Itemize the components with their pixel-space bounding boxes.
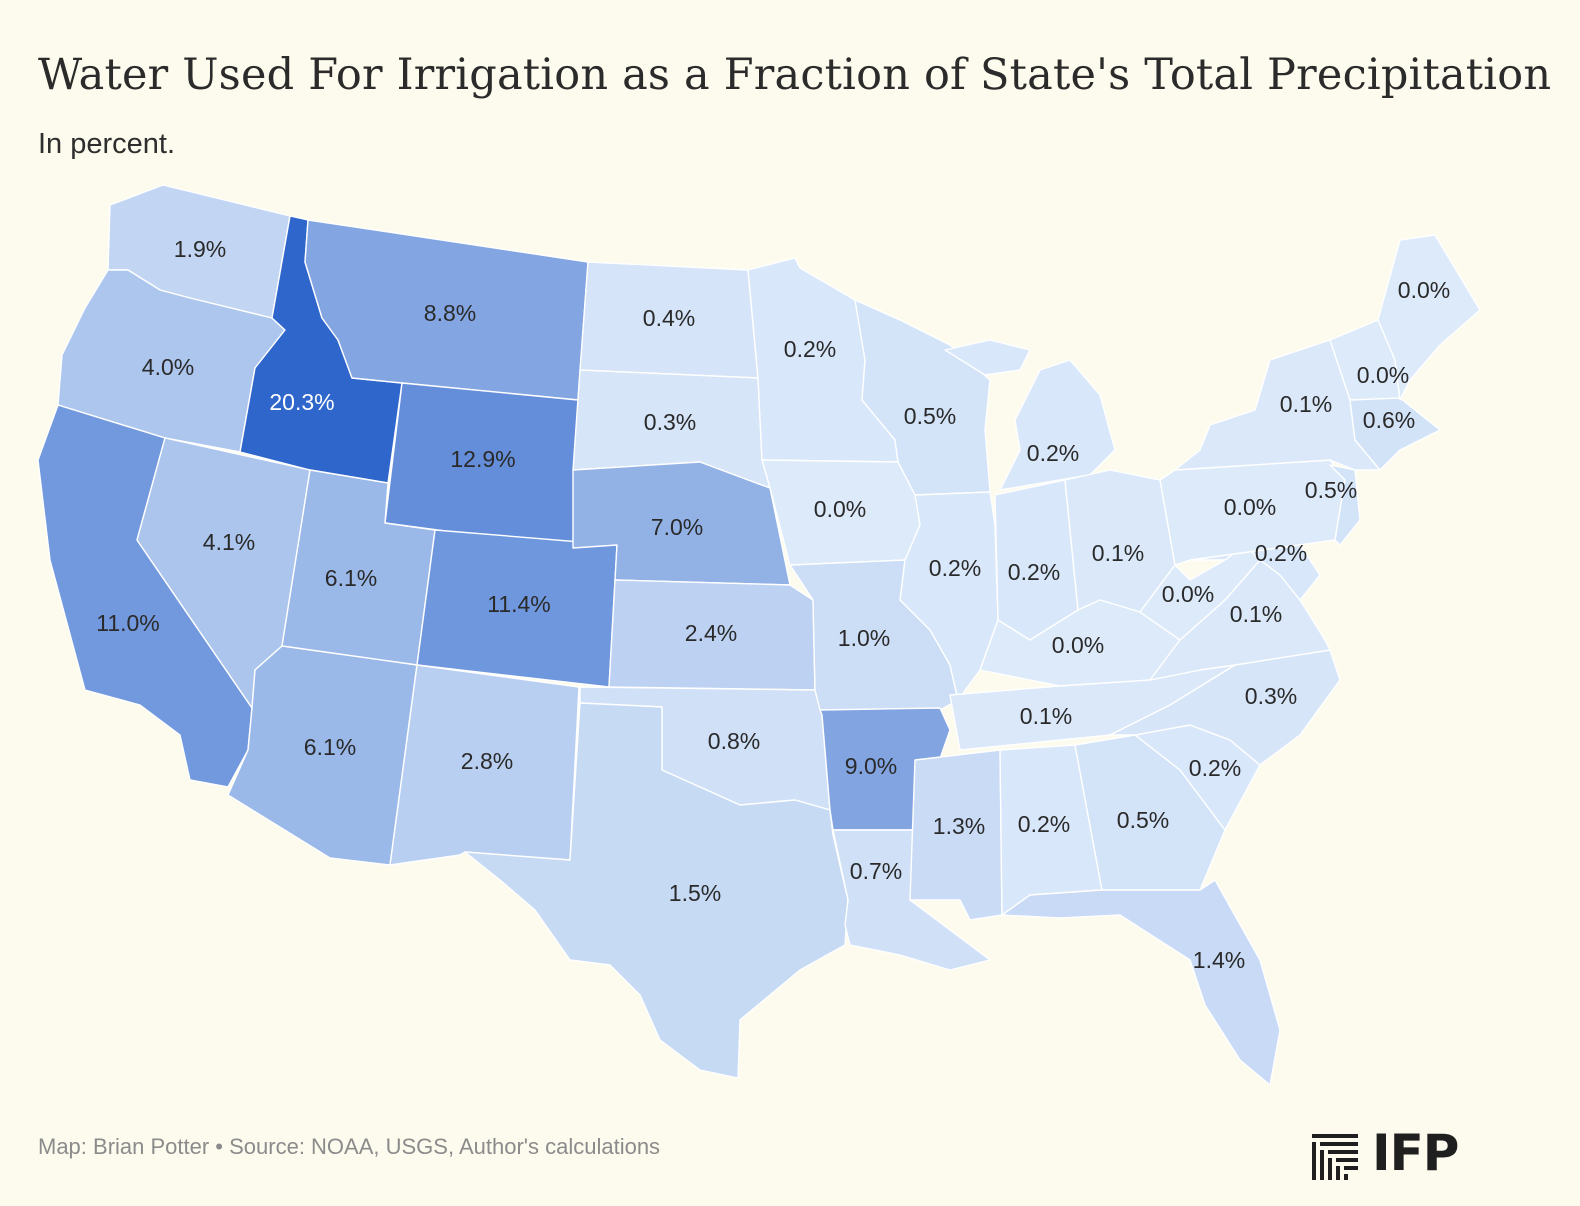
states-layer bbox=[37, 184, 1481, 1086]
ifp-logo-icon bbox=[1312, 1134, 1358, 1180]
map-subtitle: In percent. bbox=[38, 128, 176, 160]
map-title: Water Used For Irrigation as a Fraction … bbox=[38, 50, 1552, 100]
map-footer-source: Map: Brian Potter • Source: NOAA, USGS, … bbox=[38, 1134, 661, 1159]
state-label-nm: 2.8% bbox=[461, 748, 513, 774]
state-label-la: 0.7% bbox=[850, 858, 902, 884]
state-label-in: 0.2% bbox=[1008, 559, 1060, 585]
state-label-ms: 1.3% bbox=[933, 813, 985, 839]
state-label-wi: 0.5% bbox=[904, 403, 956, 429]
state-label-nc: 0.3% bbox=[1245, 683, 1297, 709]
state-label-ut: 6.1% bbox=[325, 565, 377, 591]
state-label-nj: 0.5% bbox=[1305, 477, 1357, 503]
state-label-ar: 9.0% bbox=[845, 753, 897, 779]
state-label-id: 20.3% bbox=[269, 389, 334, 415]
state-label-vt-nh: 0.0% bbox=[1357, 362, 1409, 388]
state-label-or: 4.0% bbox=[142, 354, 194, 380]
state-label-va: 0.1% bbox=[1230, 601, 1282, 627]
state-label-ia: 0.0% bbox=[814, 496, 866, 522]
state-label-sc: 0.2% bbox=[1189, 755, 1241, 781]
state-label-ca: 11.0% bbox=[96, 610, 160, 636]
state-label-md: 0.2% bbox=[1255, 540, 1307, 566]
state-label-ga: 0.5% bbox=[1117, 807, 1169, 833]
state-fl bbox=[1001, 879, 1281, 1086]
ifp-logo: IFP bbox=[1310, 1124, 1485, 1184]
state-tx bbox=[464, 702, 849, 1079]
state-label-tn: 0.1% bbox=[1020, 703, 1072, 729]
state-label-il: 0.2% bbox=[929, 555, 981, 581]
state-label-oh: 0.1% bbox=[1092, 540, 1144, 566]
state-label-ne: 7.0% bbox=[651, 514, 703, 540]
state-label-ma: 0.6% bbox=[1363, 407, 1415, 433]
state-label-mi: 0.2% bbox=[1027, 440, 1079, 466]
state-il bbox=[899, 491, 999, 701]
state-nc bbox=[1109, 649, 1341, 766]
state-label-wv: 0.0% bbox=[1162, 581, 1214, 607]
state-label-pa: 0.0% bbox=[1224, 494, 1276, 520]
state-label-co: 11.4% bbox=[487, 591, 551, 617]
state-label-fl: 1.4% bbox=[1193, 947, 1245, 973]
state-label-nd: 0.4% bbox=[643, 305, 695, 331]
state-label-mt: 8.8% bbox=[424, 300, 476, 326]
state-me bbox=[1377, 234, 1481, 401]
state-label-mn: 0.2% bbox=[784, 336, 836, 362]
state-label-tx: 1.5% bbox=[669, 880, 721, 906]
state-label-ny: 0.1% bbox=[1280, 391, 1332, 417]
state-label-sd: 0.3% bbox=[644, 409, 696, 435]
ifp-logo-text: IFP bbox=[1372, 1124, 1459, 1182]
state-label-al: 0.2% bbox=[1018, 811, 1070, 837]
labels-layer: 1.9% 4.0% 11.0% 20.3% 4.1% 8.8% 12.9% 6.1% 11.4%… bbox=[96, 236, 1450, 973]
state-label-ky: 0.0% bbox=[1052, 632, 1104, 658]
state-label-nv: 4.1% bbox=[203, 529, 255, 555]
state-label-az: 6.1% bbox=[304, 734, 356, 760]
state-label-wa: 1.9% bbox=[174, 236, 226, 262]
state-label-ks: 2.4% bbox=[685, 620, 737, 646]
state-label-ok: 0.8% bbox=[708, 728, 760, 754]
state-label-me: 0.0% bbox=[1398, 277, 1450, 303]
state-label-wy: 12.9% bbox=[450, 446, 515, 472]
state-label-mo: 1.0% bbox=[838, 625, 890, 651]
state-md bbox=[1189, 544, 1321, 601]
